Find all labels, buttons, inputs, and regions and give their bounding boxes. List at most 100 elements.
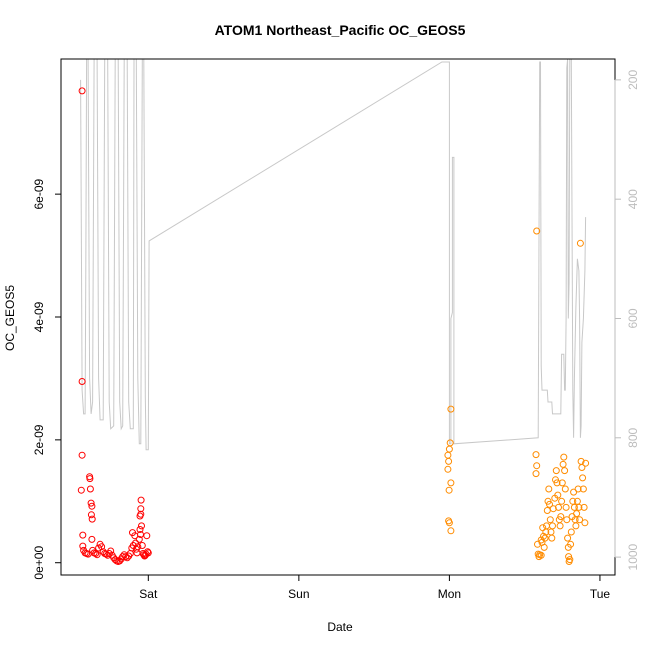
pressure-line-layer [80, 58, 587, 451]
data-point [86, 485, 94, 493]
data-point [86, 475, 94, 483]
data-point [98, 543, 106, 551]
data-point [543, 507, 551, 514]
y-tick-label: 0e+00 [32, 546, 46, 580]
data-point [553, 479, 561, 487]
y2-tick-label: 1000 [626, 543, 640, 570]
data-point [552, 467, 560, 475]
data-point [555, 503, 562, 511]
data-point [573, 510, 581, 518]
data-point [579, 474, 587, 482]
data-point [444, 451, 452, 459]
data-point [540, 543, 548, 551]
data-point [137, 510, 145, 518]
data-point [559, 460, 567, 468]
y-axis-label: OC_GEOS5 [3, 285, 17, 351]
data-point [78, 451, 86, 459]
data-point [87, 511, 95, 519]
data-point [562, 503, 570, 511]
data-point [532, 451, 540, 459]
data-points-layer [77, 87, 590, 565]
data-point [77, 486, 85, 494]
y2-tick-label: 600 [626, 308, 640, 328]
data-point [545, 485, 553, 493]
data-point [446, 439, 454, 447]
data-point [537, 551, 545, 559]
data-point [576, 516, 584, 524]
chart-title: ATOM1 Northeast_Pacific OC_GEOS5 [215, 22, 466, 38]
data-point [534, 540, 541, 548]
data-point [561, 467, 569, 475]
data-point [447, 479, 455, 487]
data-point [93, 551, 101, 559]
data-point [563, 516, 571, 524]
data-point [572, 522, 580, 530]
data-point [579, 485, 587, 493]
axes-layer: Sat Sun Mon Tue 0e+00 2e-09 4e-09 6e-09 200 400 60… [32, 58, 640, 601]
data-point [575, 503, 583, 511]
data-point [567, 528, 575, 536]
data-point [549, 522, 556, 530]
data-point [137, 531, 144, 538]
data-point [546, 500, 553, 508]
y-tick-label: 6e-09 [32, 178, 46, 209]
data-point [578, 464, 586, 471]
data-point [539, 524, 547, 532]
data-point [564, 534, 572, 542]
data-point [546, 516, 554, 524]
data-point [582, 459, 590, 467]
data-point [532, 470, 540, 478]
data-point [445, 519, 453, 527]
y-tick-label: 4e-09 [32, 301, 46, 332]
data-point [533, 227, 541, 235]
data-point [88, 535, 96, 543]
data-point [561, 485, 569, 493]
data-point [581, 519, 589, 527]
data-point [557, 513, 565, 521]
x-axis-label: Date [327, 620, 353, 634]
x-tick-label: Mon [438, 587, 461, 601]
data-point [576, 239, 584, 247]
y2-tick-label: 400 [626, 189, 640, 209]
data-point [558, 497, 566, 505]
data-point [133, 549, 141, 557]
data-point [580, 503, 588, 511]
data-point [445, 445, 453, 453]
data-point [566, 556, 574, 564]
data-point [92, 550, 100, 557]
data-point [533, 462, 541, 470]
data-point [447, 527, 455, 535]
data-point [107, 547, 115, 555]
data-point [135, 535, 143, 543]
data-point [88, 502, 96, 510]
data-point [143, 532, 151, 540]
data-point [556, 522, 564, 530]
data-point [554, 491, 562, 499]
data-point [87, 499, 95, 507]
data-point [79, 531, 87, 539]
data-point [445, 486, 453, 494]
data-point [78, 378, 86, 385]
x-tick-label: Sat [139, 587, 158, 601]
data-point [137, 496, 145, 504]
data-point [558, 479, 566, 487]
data-point [447, 405, 455, 413]
data-point [567, 540, 575, 548]
data-point [549, 505, 557, 513]
data-point [543, 522, 550, 530]
data-point [138, 542, 146, 549]
data-point [88, 515, 96, 523]
data-point [78, 87, 86, 95]
pressure-line [80, 58, 587, 451]
data-point [560, 453, 568, 461]
data-point [79, 542, 87, 550]
y2-tick-label: 200 [626, 70, 640, 90]
data-point [570, 503, 578, 511]
data-point [574, 485, 582, 493]
data-point [138, 522, 145, 530]
data-point [548, 534, 556, 542]
x-tick-label: Tue [590, 587, 611, 601]
y2-tick-label: 800 [626, 427, 640, 447]
